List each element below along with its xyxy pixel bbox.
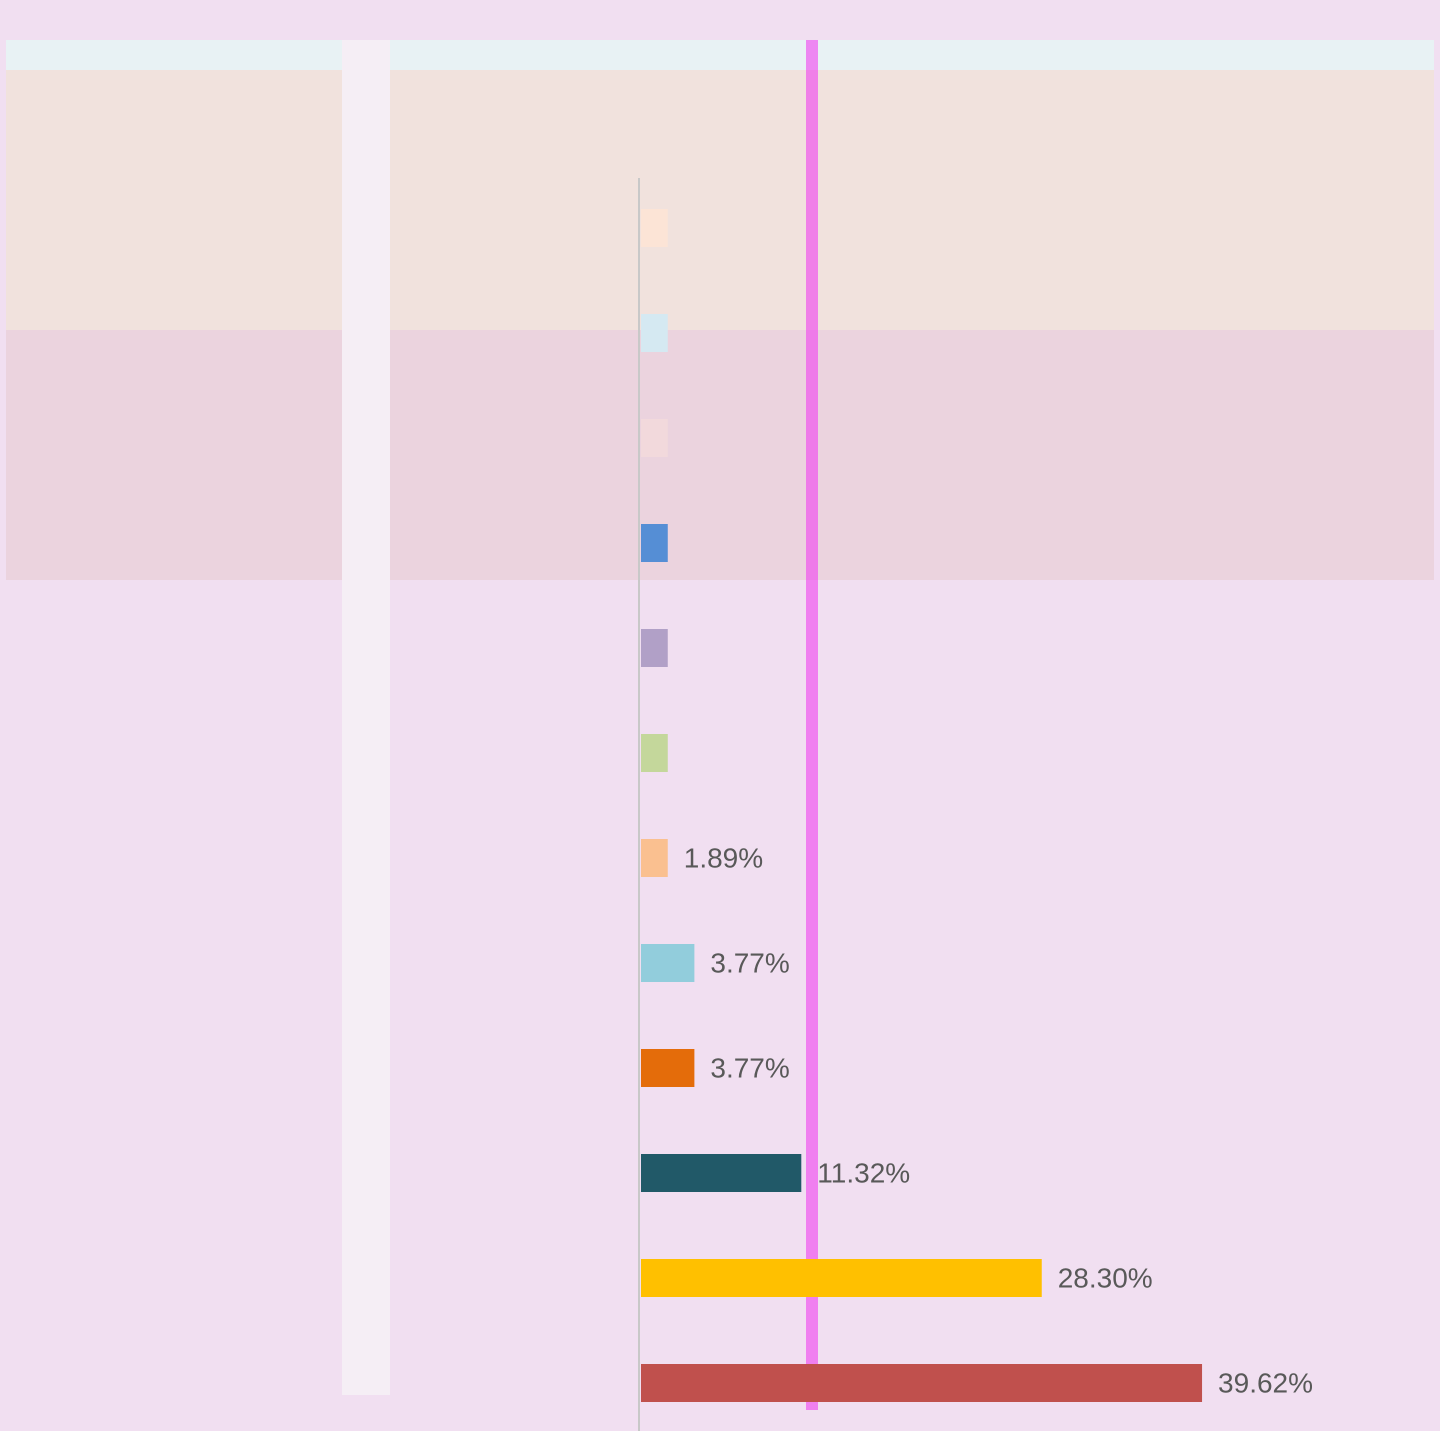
- bar: [641, 839, 668, 877]
- header-strip: [6, 40, 1434, 70]
- data-label: 3.77%: [710, 947, 789, 978]
- data-label: 1.89%: [684, 842, 763, 873]
- divider: [806, 40, 818, 1410]
- band: [6, 330, 1434, 580]
- bar: [641, 734, 668, 772]
- column-strip: [342, 40, 390, 1395]
- bar: [641, 209, 668, 247]
- data-label: 39.62%: [1218, 1367, 1313, 1398]
- bar: [641, 1364, 1203, 1402]
- bar: [641, 1259, 1042, 1297]
- bar: [641, 1154, 802, 1192]
- band: [6, 70, 1434, 330]
- bar: [641, 944, 695, 982]
- data-label: 28.30%: [1058, 1262, 1153, 1293]
- bar: [641, 419, 668, 457]
- bar: [641, 524, 668, 562]
- data-label: 3.77%: [710, 1052, 789, 1083]
- bar: [641, 1049, 695, 1087]
- data-label: 11.32%: [817, 1157, 910, 1188]
- bar: [641, 314, 668, 352]
- bar: [641, 629, 668, 667]
